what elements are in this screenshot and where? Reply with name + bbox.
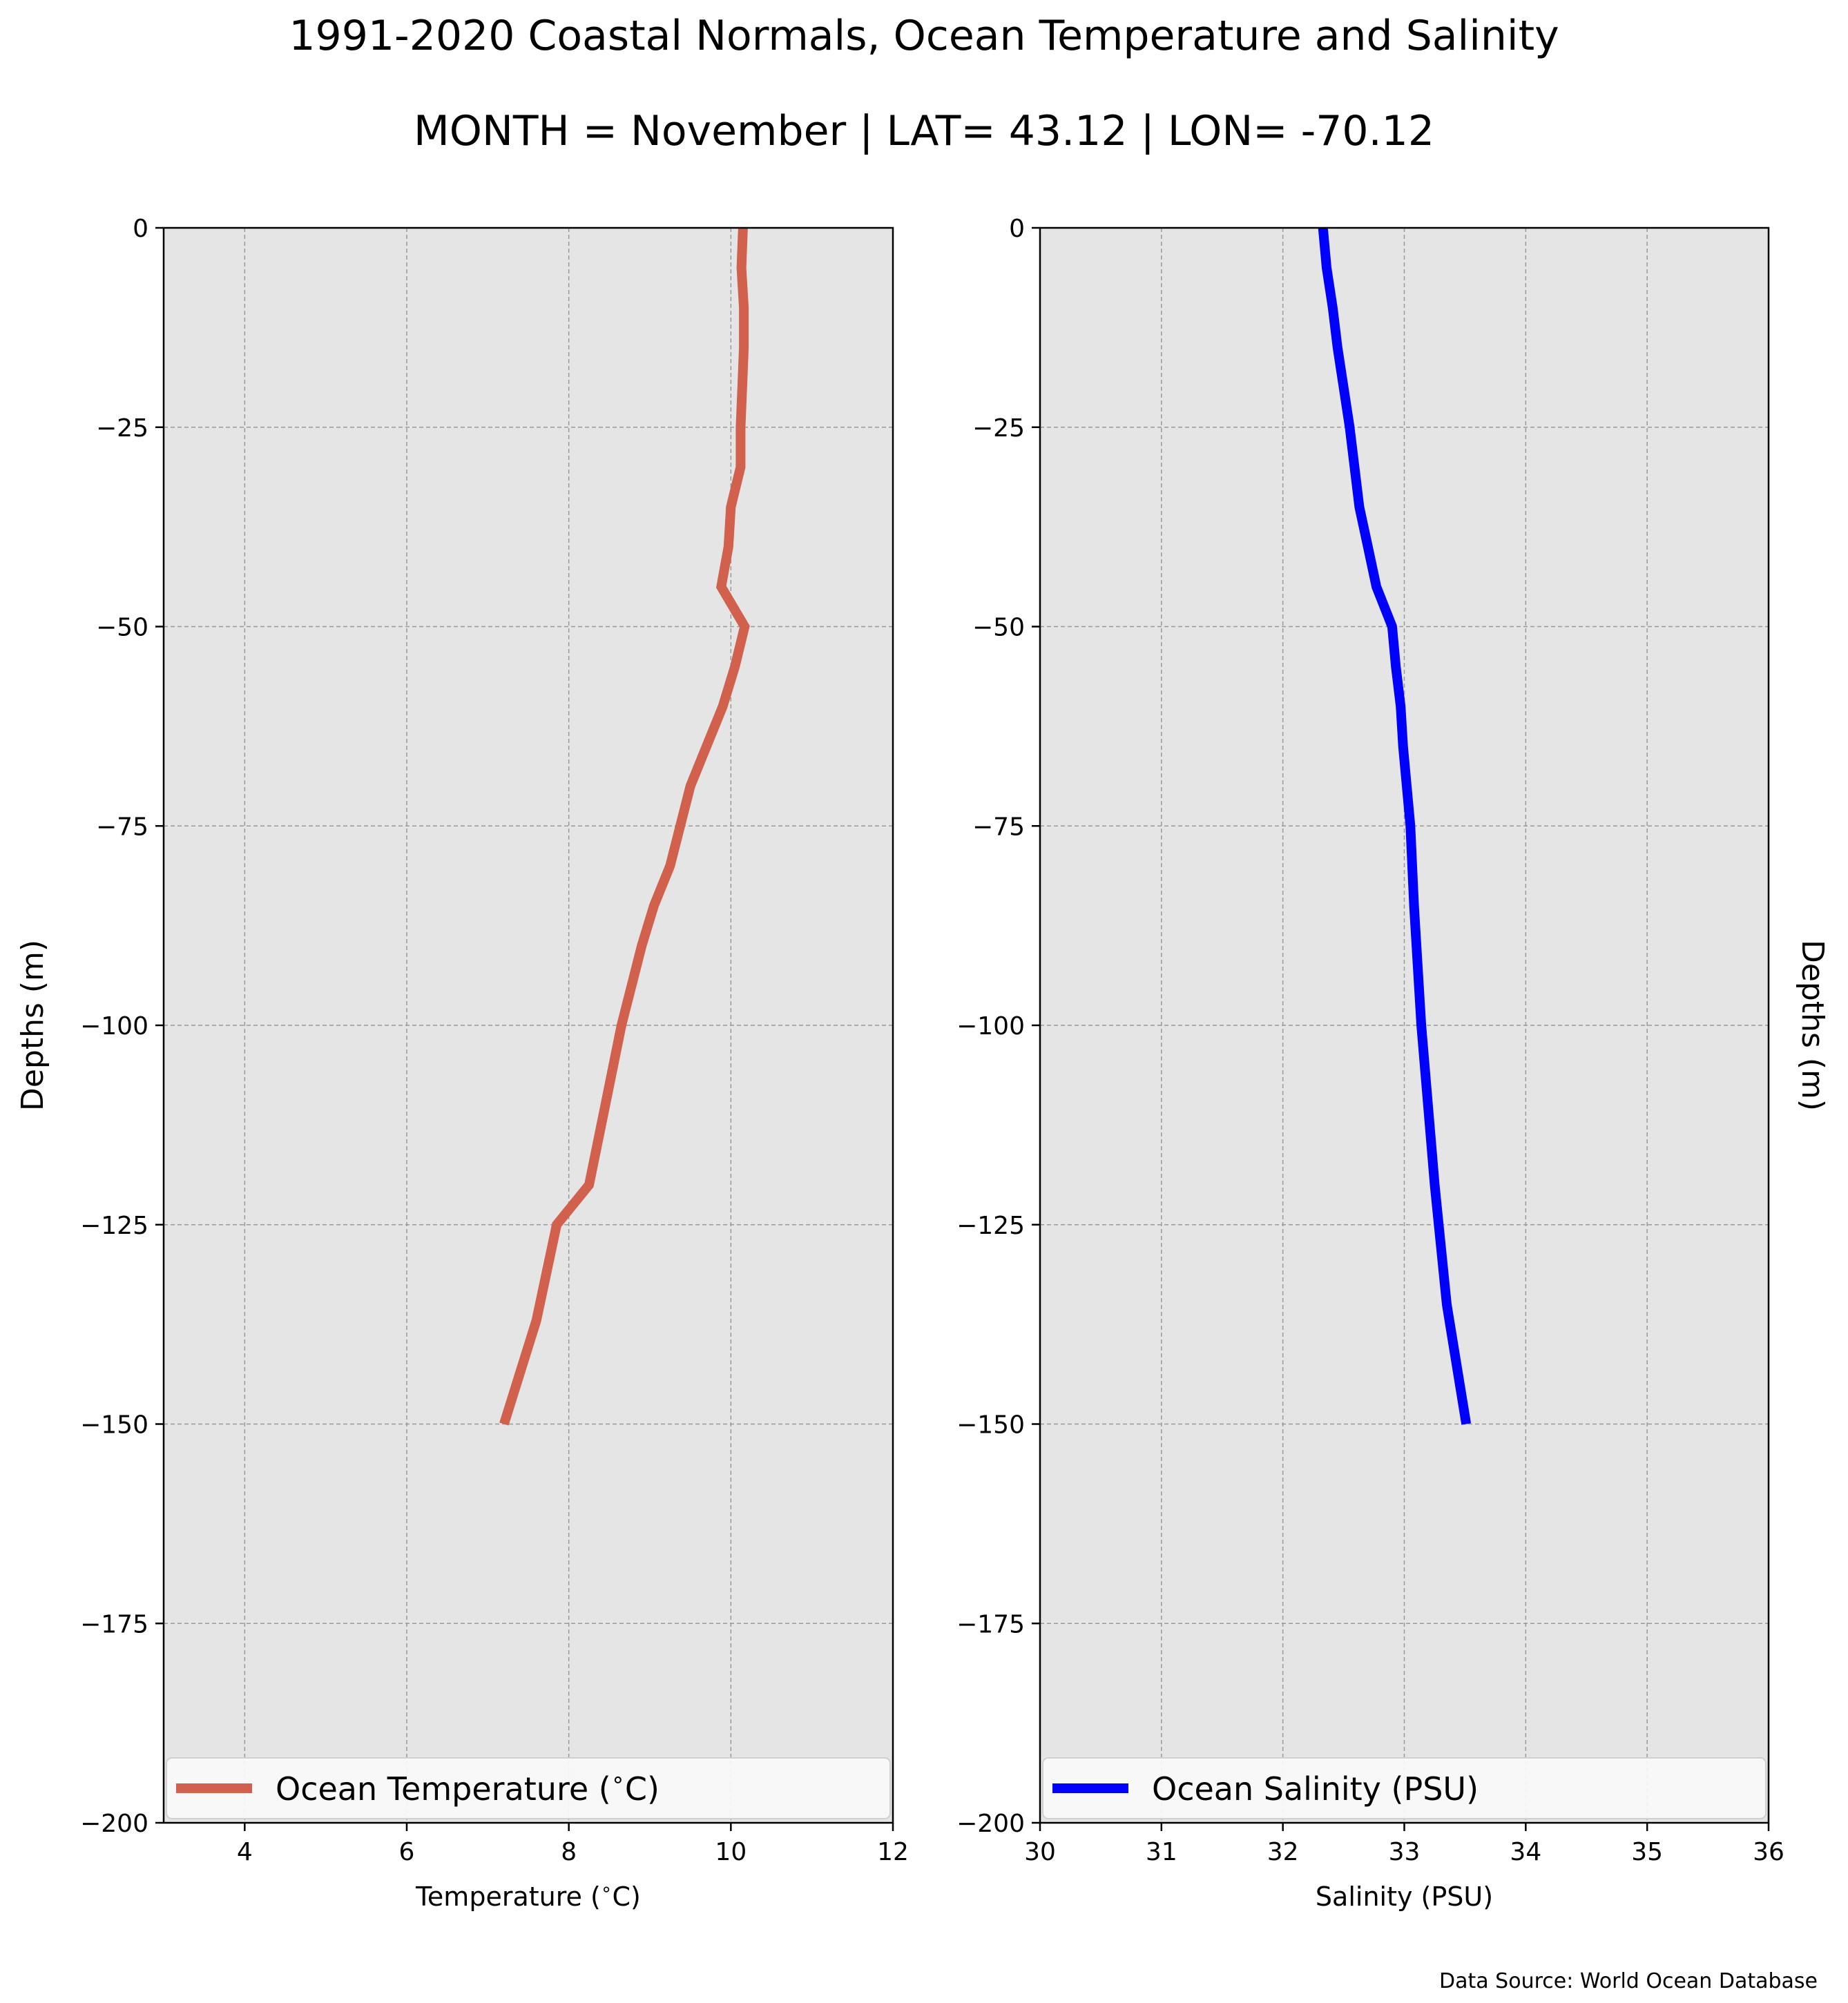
y-tick-label: 0	[1009, 215, 1025, 243]
plot-area	[164, 228, 893, 1823]
x-tick-label: 4	[237, 1838, 253, 1866]
x-tick-label: 31	[1146, 1838, 1177, 1866]
y-tick-label: 0	[133, 215, 148, 243]
x-tick-label: 33	[1389, 1838, 1421, 1866]
y-tick-label: −125	[80, 1212, 148, 1240]
y-tick-label: −100	[80, 1012, 148, 1041]
x-axis-label: Salinity (PSU)	[1316, 1881, 1493, 1912]
chart-title: 1991-2020 Coastal Normals, Ocean Tempera…	[289, 12, 1559, 60]
chart-subtitle: MONTH = November | LAT= 43.12 | LON= -70…	[414, 107, 1434, 155]
x-tick-label: 10	[715, 1838, 747, 1866]
series-line	[1318, 227, 1472, 1425]
x-tick-label: 35	[1631, 1838, 1663, 1866]
data-source-note: Data Source: World Ocean Database	[1439, 1969, 1818, 1993]
y-tick-label: −50	[972, 614, 1025, 642]
y-axis-label: Depths (m)	[15, 940, 50, 1111]
legend-label: Ocean Salinity (PSU)	[1152, 1770, 1479, 1808]
y-tick-label: −175	[80, 1610, 148, 1638]
y-tick-label: −75	[96, 813, 148, 841]
x-tick-label: 36	[1753, 1838, 1784, 1866]
y-tick-label: −75	[972, 813, 1025, 841]
x-tick-label: 6	[399, 1838, 415, 1866]
y-tick-label: −150	[80, 1411, 148, 1440]
y-tick-label: −50	[96, 614, 148, 642]
x-tick-label: 34	[1510, 1838, 1541, 1866]
temperature-panel: Ocean Temperature (∘C) 4 6 8 10 12 0 −25 −50 −75 −…	[15, 215, 909, 1912]
legend	[1042, 1757, 1767, 1819]
salinity-panel: Ocean Salinity (PSU) 30 31 32 33 34 35 36 0 −25 −5…	[956, 215, 1830, 1912]
x-tick-label: 30	[1024, 1838, 1056, 1866]
y-axis-label: Depths (m)	[1795, 940, 1830, 1111]
y-tick-label: −200	[956, 1810, 1025, 1838]
y-tick-label: −125	[956, 1212, 1025, 1240]
y-tick-label: −200	[80, 1810, 148, 1838]
y-tick-label: −25	[972, 414, 1025, 443]
y-tick-label: −100	[956, 1012, 1025, 1041]
x-tick-label: 12	[877, 1838, 909, 1866]
y-tick-label: −150	[956, 1411, 1025, 1440]
y-tick-label: −175	[956, 1610, 1025, 1638]
series-line	[499, 227, 750, 1426]
legend	[166, 1757, 891, 1819]
x-tick-label: 32	[1267, 1838, 1299, 1866]
x-tick-label: 8	[561, 1838, 577, 1866]
legend-label: Ocean Temperature (∘C)	[276, 1766, 660, 1808]
y-tick-label: −25	[96, 414, 148, 443]
